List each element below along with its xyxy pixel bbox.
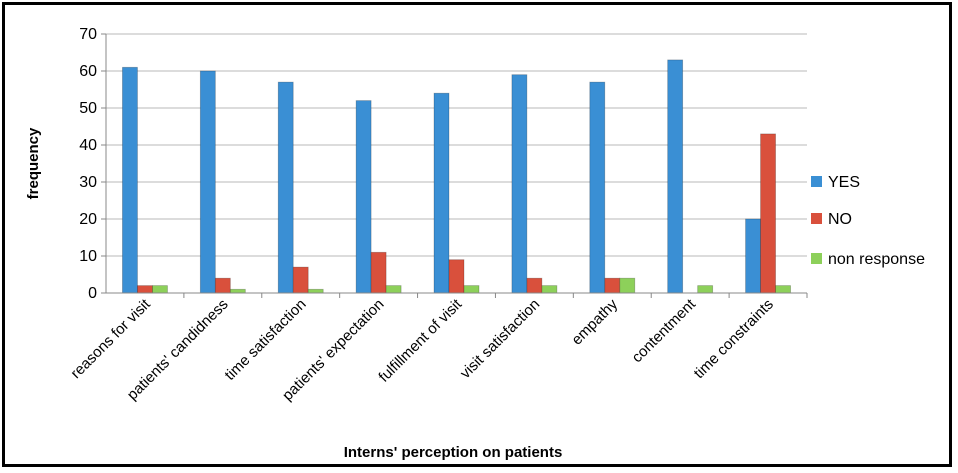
bar-yes	[667, 59, 684, 294]
bar-non-response	[697, 285, 714, 294]
y-tick-label: 60	[79, 63, 97, 80]
legend-label: NO	[828, 211, 852, 228]
bar-yes	[511, 74, 528, 294]
y-tick-label: 50	[79, 100, 97, 117]
bar-yes	[589, 81, 606, 294]
y-tick-label: 0	[88, 285, 97, 302]
bar-non-response	[619, 277, 636, 294]
legend: YES NO non response	[811, 174, 925, 268]
bar-yes	[355, 100, 372, 294]
bar-yes	[199, 70, 216, 294]
bar-non-response	[541, 285, 558, 294]
bar-non-response	[385, 285, 402, 294]
y-axis-title: frequency	[25, 127, 42, 199]
y-tick-label: 10	[79, 248, 97, 265]
y-tick-label: 20	[79, 211, 97, 228]
bar-non-response	[229, 288, 246, 294]
bar-no	[214, 277, 231, 294]
bar-non-response	[307, 288, 324, 294]
bar-no	[292, 266, 309, 294]
y-axis-ticks: 0 10 20 30 40 50 60 70	[79, 26, 106, 302]
y-tick-label: 30	[79, 174, 97, 191]
bar-chart: 0 10 20 30 40 50 60 70 reasons for visitpatient…	[25, 26, 925, 461]
bar-no	[137, 285, 153, 294]
bar-no	[448, 259, 465, 294]
chart-frame: 0 10 20 30 40 50 60 70 reasons for visit patient…	[2, 2, 952, 467]
x-category-label: reasons for visit	[67, 295, 154, 382]
bar-non-response	[152, 285, 168, 294]
bar-no	[370, 251, 387, 294]
bar-no	[526, 277, 543, 294]
x-category-label: contentment	[629, 295, 700, 366]
bar-non-response	[775, 285, 791, 294]
y-tick-label: 40	[79, 137, 97, 154]
bar-yes	[277, 81, 294, 294]
bar-non-response	[463, 285, 480, 294]
bar-no	[760, 133, 776, 294]
legend-swatch	[811, 176, 822, 187]
bar-yes	[122, 66, 138, 294]
x-category-label: time satisfaction	[221, 296, 309, 384]
legend-label: non response	[828, 251, 925, 268]
x-category-label: time constraints	[691, 296, 777, 382]
bar-no	[604, 277, 621, 294]
legend-swatch	[811, 213, 822, 224]
bar-yes	[745, 218, 761, 294]
y-tick-label: 70	[79, 26, 97, 43]
x-category-label: visit satisfaction	[457, 296, 543, 382]
x-category-label: empathy	[568, 295, 621, 348]
axes	[105, 34, 807, 294]
bar-yes	[433, 92, 450, 294]
x-axis-title: Interns' perception on patients	[344, 444, 563, 461]
bars	[122, 59, 791, 294]
gridlines	[106, 33, 807, 257]
legend-swatch	[811, 253, 822, 264]
x-category-label: fulfillment of visit	[375, 295, 465, 385]
legend-label: YES	[828, 174, 860, 191]
